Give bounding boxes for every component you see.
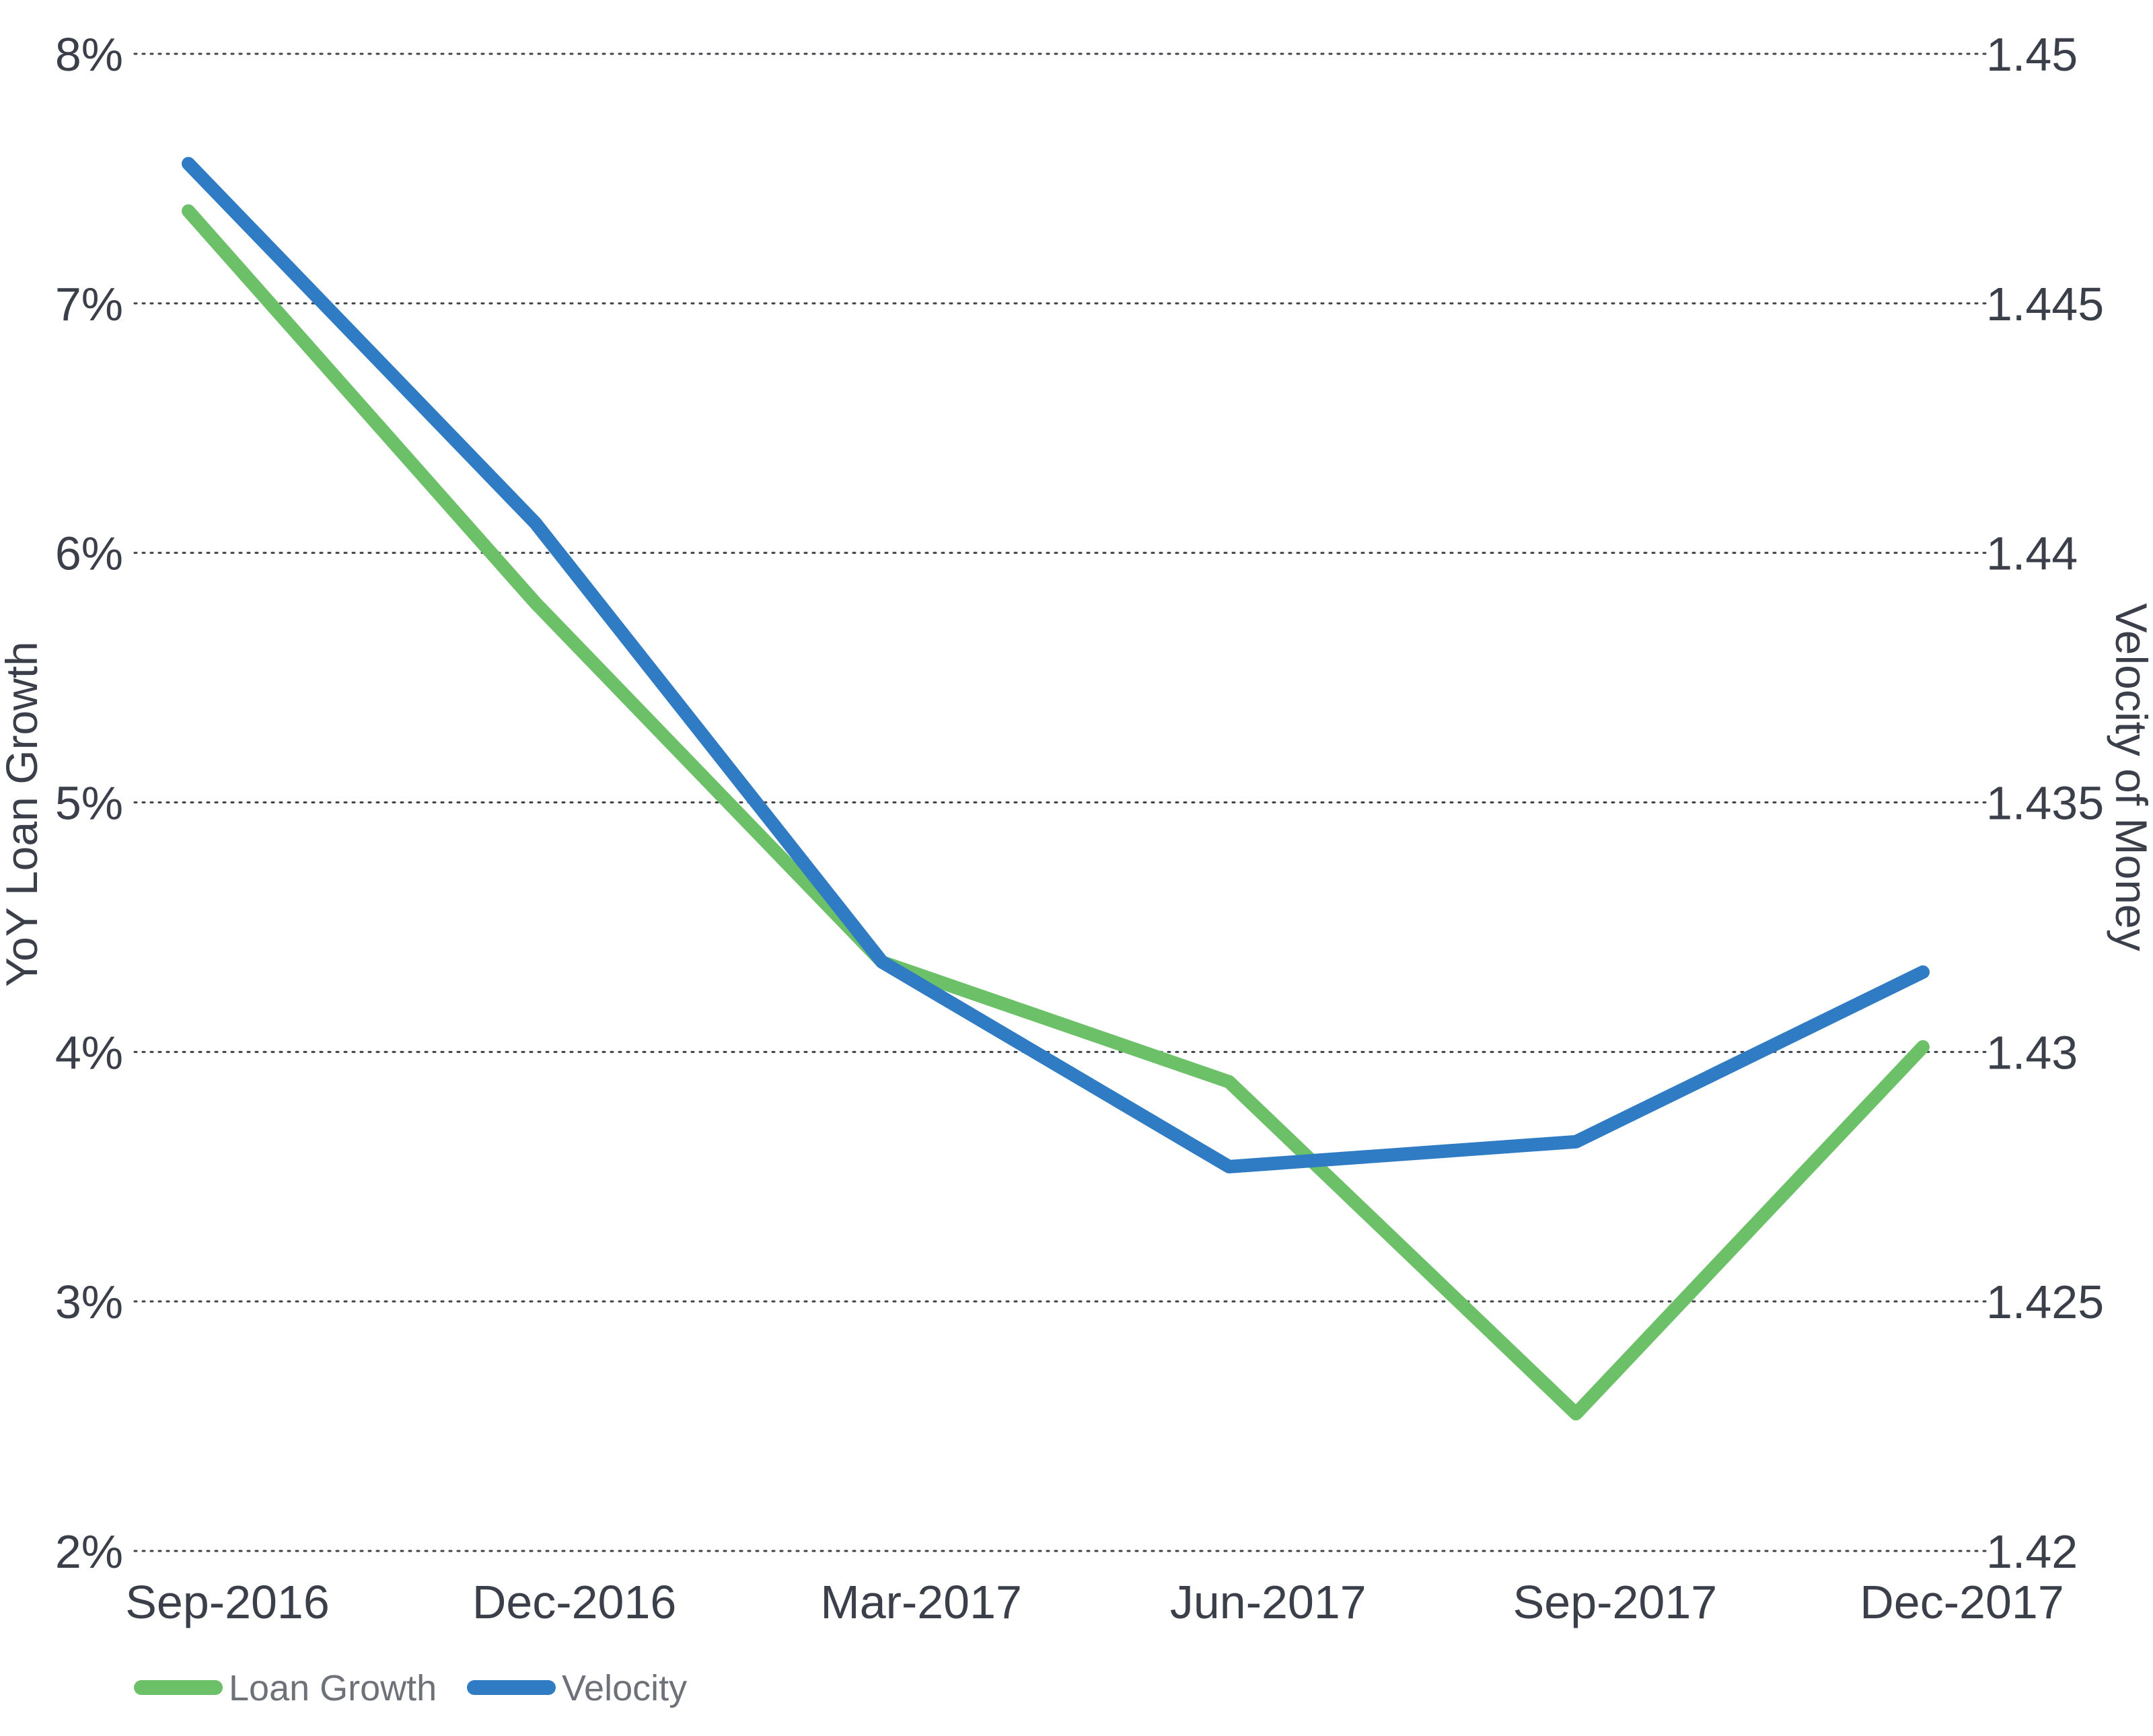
left-tick-label: 8%	[55, 28, 123, 81]
right-tick-label: 1.435	[1986, 777, 2104, 830]
series-line-loan-growth	[182, 204, 1930, 1420]
left-tick-label: 6%	[55, 528, 123, 580]
left-axis-title: YoY Loan Growth	[0, 641, 46, 987]
left-tick-label: 2%	[55, 1525, 123, 1578]
right-tick-label: 1.42	[1986, 1525, 2078, 1578]
x-tick-label: Jun-2017	[1170, 1576, 1366, 1628]
right-axis-title: Velocity of Money	[2107, 603, 2153, 951]
left-tick-label: 7%	[55, 278, 123, 330]
x-axis-ticks: Sep-2016 Dec-2016 Mar-2017 Jun-2017 Sep-2017…	[125, 1576, 2064, 1628]
right-tick-label: 1.45	[1986, 28, 2078, 81]
x-tick-label: Dec-2017	[1860, 1576, 2064, 1628]
right-tick-label: 1.44	[1986, 528, 2078, 580]
legend-label: Velocity	[562, 1668, 687, 1708]
x-tick-label: Mar-2017	[820, 1576, 1022, 1628]
x-tick-label: Sep-2016	[125, 1576, 330, 1628]
right-tick-label: 1.425	[1986, 1276, 2104, 1328]
left-axis-ticks: 2% 3% 4% 5% 6% 7% 8%	[55, 28, 123, 1578]
x-tick-label: Dec-2016	[472, 1576, 677, 1628]
right-tick-label: 1.445	[1986, 278, 2104, 330]
right-axis-ticks: 1.42 1.425 1.43 1.435 1.44 1.445 1.45	[1986, 28, 2104, 1578]
legend-label: Loan Growth	[229, 1668, 437, 1708]
left-tick-label: 3%	[55, 1276, 123, 1328]
gridlines	[133, 52, 1993, 1552]
left-tick-label: 4%	[55, 1026, 123, 1079]
x-tick-label: Sep-2017	[1513, 1576, 1718, 1628]
left-tick-label: 5%	[55, 777, 123, 830]
legend: Loan Growth Velocity	[134, 1668, 687, 1708]
series-line-velocity	[182, 157, 1930, 1173]
series-lines	[182, 157, 1930, 1420]
right-tick-label: 1.43	[1986, 1026, 2078, 1079]
